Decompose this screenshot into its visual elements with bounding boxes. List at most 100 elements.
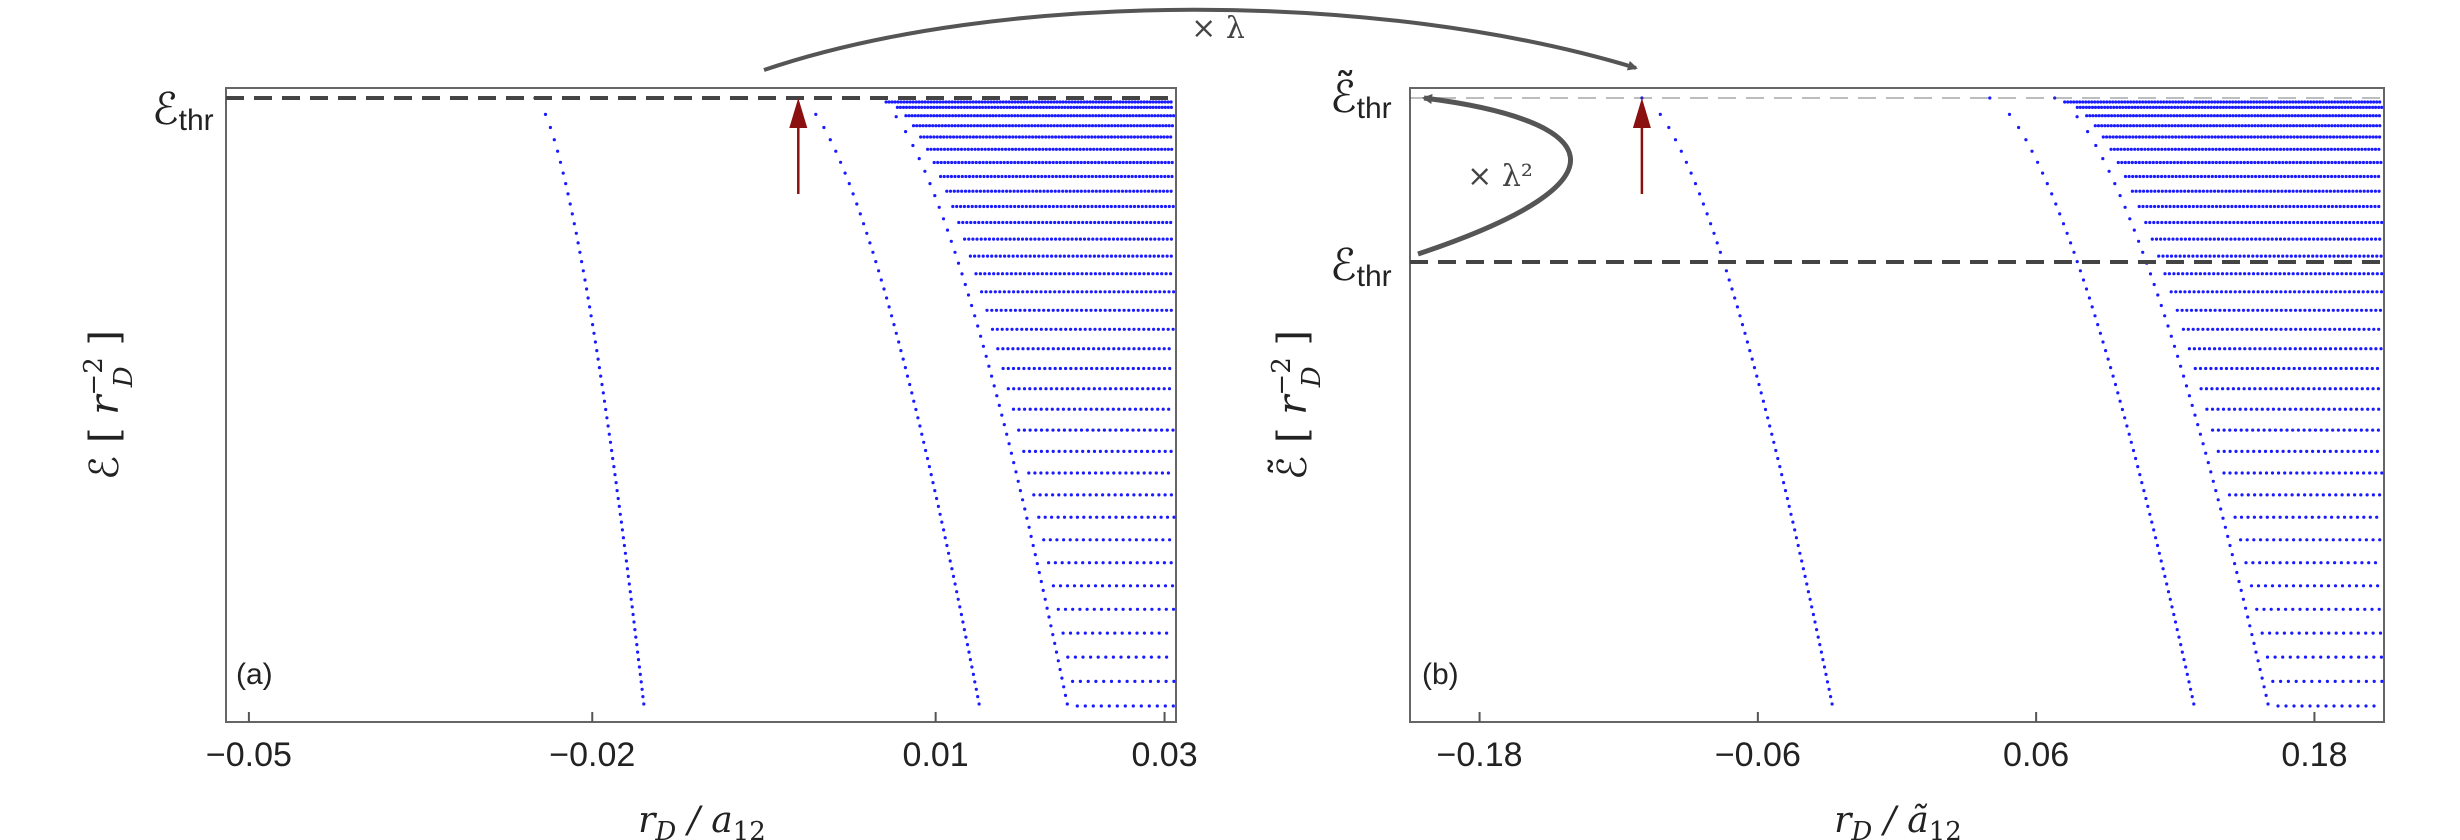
scatter-point — [1105, 254, 1109, 258]
scatter-point — [2308, 327, 2312, 331]
scatter-point — [957, 114, 961, 118]
scatter-point — [2241, 237, 2245, 241]
scatter-point — [2252, 471, 2256, 475]
x-tick-labels-b: −0.18 −0.06 0.06 0.18 — [1437, 736, 2348, 774]
scatter-point — [2269, 135, 2273, 139]
scatter-point — [2340, 704, 2344, 708]
scatter-point — [2258, 667, 2262, 672]
scatter-point — [2346, 561, 2350, 565]
scatter-point — [2369, 584, 2373, 588]
scatter-point — [1008, 189, 1012, 193]
scatter-point — [1145, 174, 1149, 179]
scatter-point — [2346, 493, 2350, 497]
scatter-point — [2359, 347, 2363, 351]
scatter-point — [1106, 100, 1110, 104]
scatter-point — [1135, 290, 1139, 294]
scatter-point — [2378, 631, 2383, 635]
scatter-point — [2187, 347, 2191, 351]
scatter-point — [1071, 147, 1075, 151]
scatter-point — [1026, 347, 1030, 351]
scatter-point — [2160, 135, 2165, 139]
scatter-point — [1033, 387, 1037, 391]
scatter-point — [2197, 135, 2201, 139]
scatter-point — [2240, 366, 2244, 371]
scatter-point — [1152, 327, 1156, 331]
scatter-point — [956, 124, 960, 128]
scatter-point — [956, 189, 960, 193]
scatter-point — [2328, 493, 2332, 497]
scatter-point — [1157, 105, 1161, 109]
scatter-point — [957, 174, 961, 179]
scatter-point — [1025, 174, 1029, 179]
scatter-point — [2182, 374, 2186, 378]
scatter-point — [2134, 135, 2138, 139]
scatter-point — [1076, 631, 1080, 635]
scatter-point — [2199, 204, 2203, 209]
scatter-point — [1031, 135, 1035, 139]
scatter-point — [2377, 105, 2381, 109]
scatter-point — [622, 543, 627, 548]
scatter-point — [2292, 147, 2296, 151]
scatter-point — [592, 331, 596, 335]
scatter-point — [977, 702, 981, 706]
scatter-point — [2356, 114, 2360, 118]
scatter-point — [2369, 100, 2373, 104]
scatter-point — [2247, 124, 2251, 128]
scatter-point — [920, 432, 924, 436]
scatter-point — [1679, 149, 1683, 153]
scatter-point — [2211, 147, 2215, 151]
scatter-point — [2155, 160, 2159, 165]
scatter-point — [2302, 135, 2306, 139]
scatter-point — [1094, 493, 1098, 497]
scatter-point — [953, 105, 957, 109]
scatter-point — [2238, 290, 2242, 294]
scatter-point — [1080, 135, 1084, 139]
scatter-point — [1139, 147, 1143, 151]
scatter-point — [1021, 220, 1025, 225]
scatter-point — [2349, 515, 2353, 519]
scatter-point — [2144, 100, 2148, 104]
scatter-point — [558, 160, 563, 164]
scatter-point — [2308, 220, 2312, 225]
scatter-point — [2274, 327, 2278, 331]
scatter-point — [2264, 174, 2269, 179]
scatter-point — [971, 135, 976, 139]
scatter-point — [585, 287, 589, 291]
scatter-point — [1102, 272, 1106, 276]
scatter-point — [1153, 515, 1157, 519]
scatter-point — [2113, 182, 2117, 186]
scatter-point — [2246, 449, 2250, 453]
scatter-point — [2344, 220, 2348, 225]
scatter-point — [1108, 387, 1112, 391]
scatter-point — [2310, 407, 2314, 411]
scatter-point — [2210, 135, 2214, 139]
scatter-point — [993, 290, 997, 294]
scatter-point — [1148, 471, 1152, 475]
scatter-point — [1076, 290, 1080, 294]
scatter-point — [2234, 124, 2238, 128]
scatter-point — [2208, 237, 2212, 241]
scatter-point — [2201, 189, 2205, 193]
scatter-point — [2350, 387, 2354, 391]
scatter-point — [2365, 366, 2369, 371]
scatter-point — [2207, 100, 2211, 104]
scatter-point — [1084, 124, 1088, 128]
scatter-point — [2212, 254, 2216, 258]
scatter-point — [2303, 114, 2307, 118]
scatter-point — [2161, 567, 2165, 571]
scatter-point — [1002, 160, 1006, 165]
scatter-point — [1142, 561, 1146, 565]
scatter-point — [2302, 147, 2306, 151]
panel-a: −0.05 −0.02 0.01 0.03 (a) ℰthr ℰ [ r−2D ] r… — [79, 84, 1198, 840]
scatter-point — [1091, 189, 1095, 193]
scatter-point — [2325, 105, 2329, 109]
scatter-point — [1113, 124, 1117, 128]
scatter-point — [1148, 538, 1152, 542]
scatter-point — [2249, 105, 2253, 109]
scatter-point — [1014, 124, 1018, 128]
scatter-point — [2134, 174, 2138, 179]
scatter-point — [2223, 525, 2227, 529]
scatter-point — [1029, 174, 1033, 179]
scatter-point — [2251, 428, 2255, 432]
scatter-point — [2316, 407, 2320, 411]
